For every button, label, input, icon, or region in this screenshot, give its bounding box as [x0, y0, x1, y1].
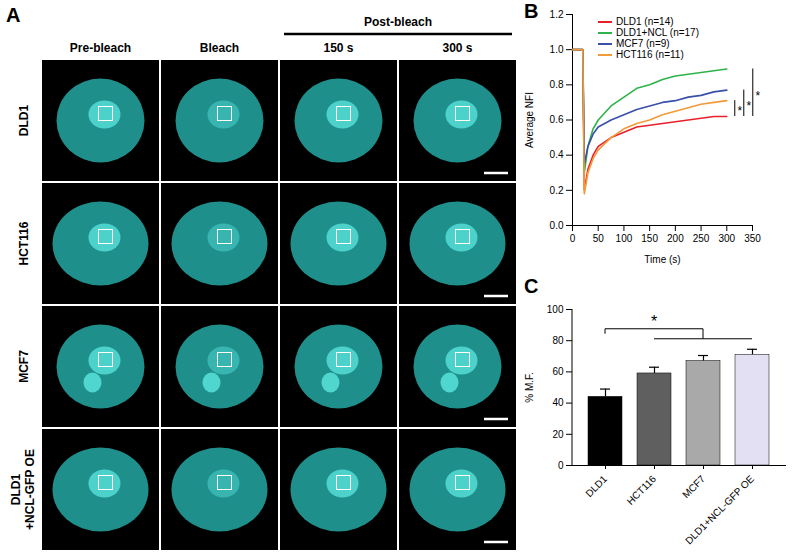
svg-text:A: A [6, 4, 20, 26]
svg-text:DLD1+NCL-GFP OE: DLD1+NCL-GFP OE [683, 473, 756, 546]
html-text:DLD1+NCL (n=17): DLD1+NCL (n=17) [616, 27, 699, 38]
svg-text:60: 60 [552, 366, 564, 377]
svg-text:DLD1: DLD1 [17, 105, 31, 137]
svg-text:Time (s): Time (s) [644, 254, 680, 265]
html-text:C: C [524, 275, 539, 297]
svg-text:% M.F.: % M.F. [524, 372, 535, 403]
svg-text:40: 40 [552, 397, 564, 408]
svg-text:300 s: 300 s [442, 41, 472, 55]
html-text:HCT116 (n=11): HCT116 (n=11) [616, 49, 684, 60]
svg-text:0: 0 [570, 233, 576, 244]
svg-text:100: 100 [547, 304, 564, 315]
svg-text:20: 20 [552, 429, 564, 440]
svg-text:Average NFI: Average NFI [524, 92, 535, 148]
svg-text:250: 250 [693, 233, 710, 244]
svg-text:HCT116: HCT116 [625, 473, 659, 507]
svg-text:150: 150 [641, 233, 658, 244]
svg-text:0.8: 0.8 [550, 79, 564, 90]
svg-text:Post-bleach: Post-bleach [364, 15, 432, 29]
svg-text:Pre-bleach: Pre-bleach [70, 41, 131, 55]
svg-text:0.4: 0.4 [550, 149, 564, 160]
svg-text:DLD1+NCL-GFP OE: DLD1+NCL-GFP OE [9, 449, 37, 530]
svg-text:0.0: 0.0 [550, 220, 564, 231]
html-text:DLD1 (n=14): DLD1 (n=14) [616, 16, 674, 27]
svg-text:100: 100 [616, 233, 633, 244]
svg-text:300: 300 [718, 233, 735, 244]
svg-text:0.2: 0.2 [550, 185, 564, 196]
svg-text:*: * [746, 99, 751, 113]
svg-text:*: * [737, 104, 742, 118]
svg-text:DLD1: DLD1 [583, 473, 609, 499]
svg-text:MCF7: MCF7 [17, 350, 31, 383]
svg-text:1.0: 1.0 [550, 44, 564, 55]
svg-text:0: 0 [558, 460, 564, 471]
html-text:B: B [524, 0, 539, 22]
svg-text:350: 350 [744, 233, 761, 244]
svg-text:200: 200 [667, 233, 684, 244]
svg-text:*: * [755, 89, 760, 103]
svg-text:150 s: 150 s [323, 41, 353, 55]
svg-text:MCF7: MCF7 [680, 473, 707, 500]
svg-text:50: 50 [593, 233, 605, 244]
svg-text:Bleach: Bleach [200, 41, 239, 55]
svg-text:0.6: 0.6 [550, 114, 564, 125]
svg-text:*: * [651, 313, 657, 330]
html-text:MCF7 (n=9): MCF7 (n=9) [616, 38, 670, 49]
svg-text:80: 80 [552, 335, 564, 346]
svg-text:1.2: 1.2 [550, 9, 564, 20]
svg-text:HCT116: HCT116 [17, 221, 31, 265]
